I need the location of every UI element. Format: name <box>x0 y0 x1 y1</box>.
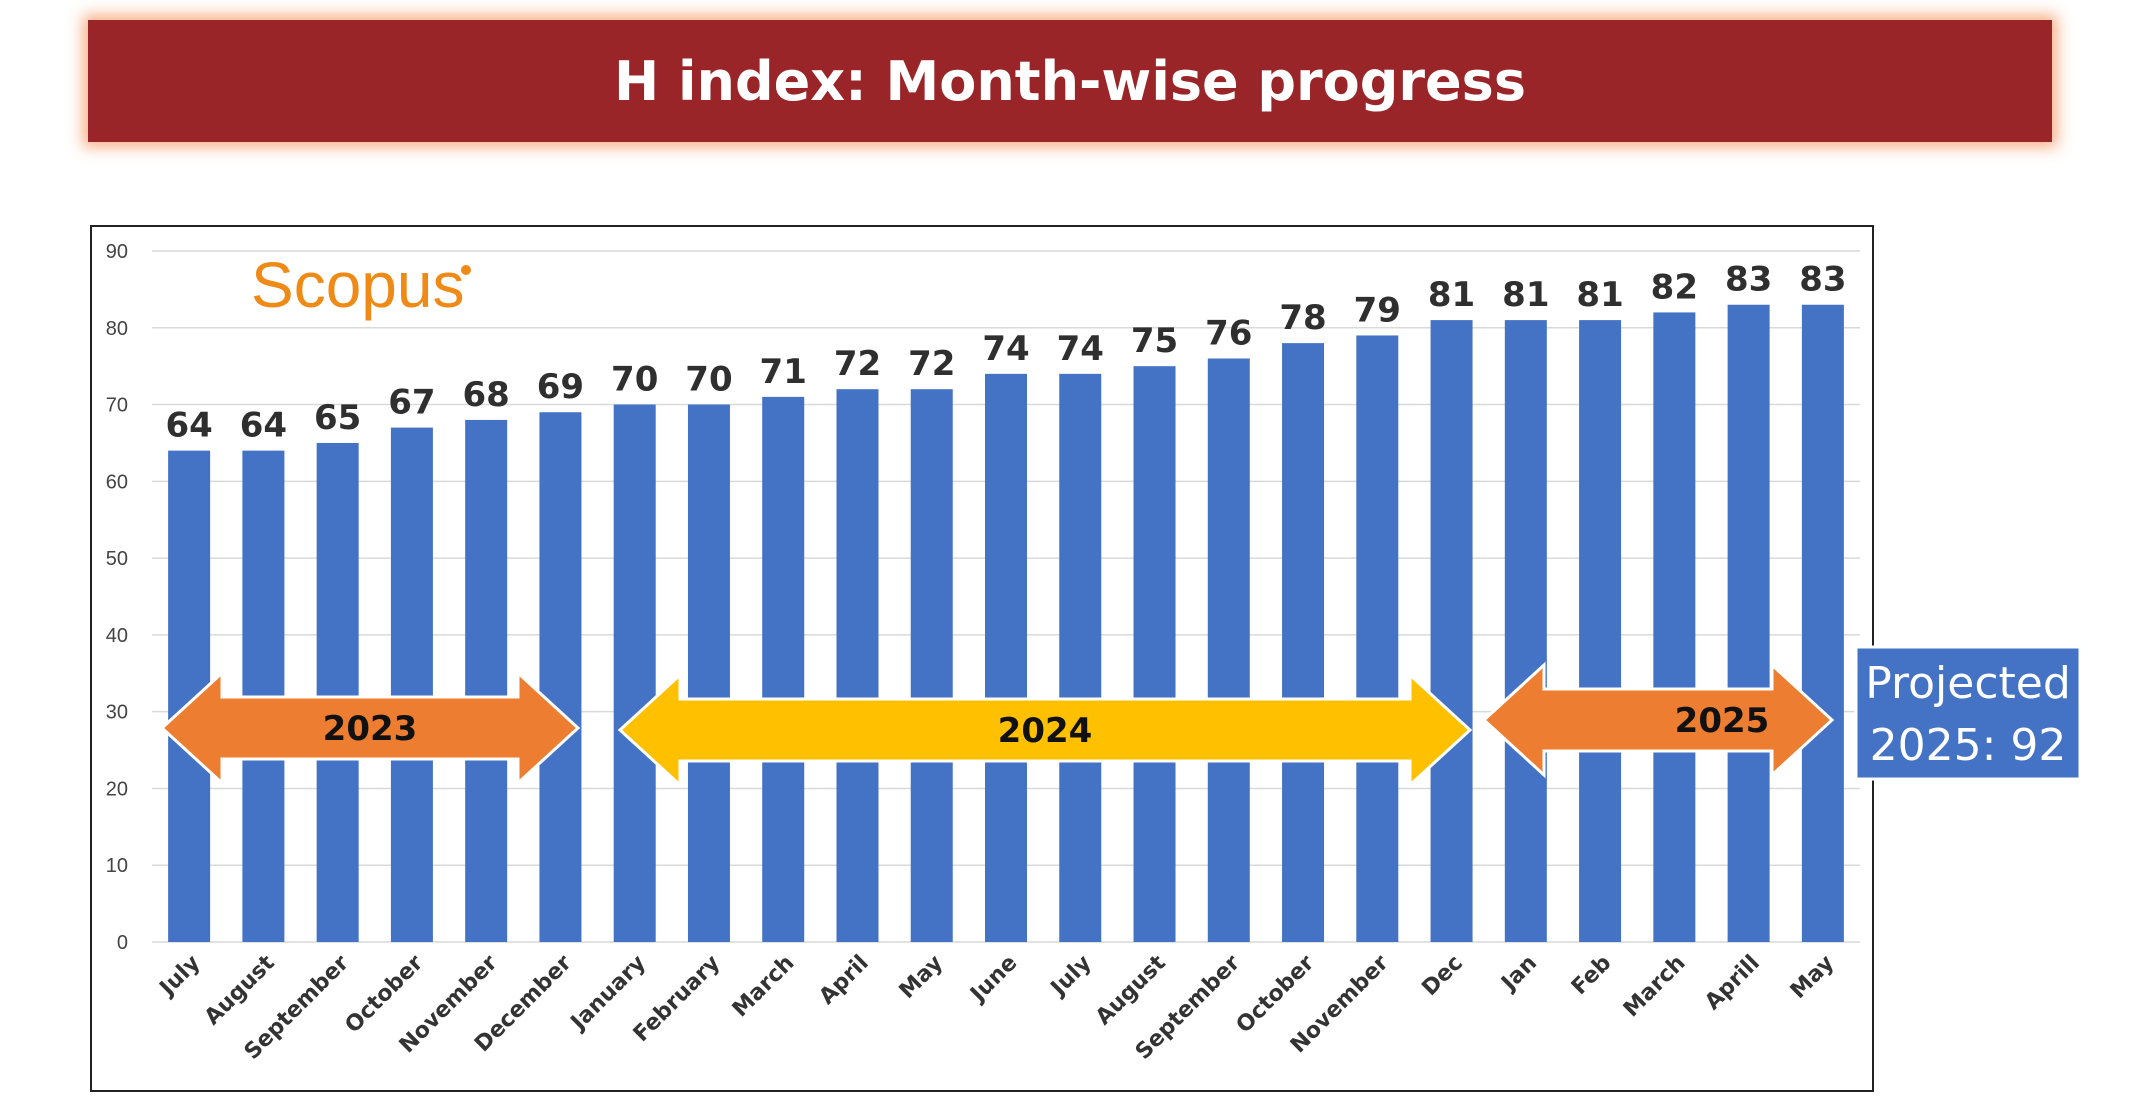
x-tick-label: March <box>728 951 800 1023</box>
y-tick-label: 60 <box>106 471 128 493</box>
y-tick-label: 70 <box>106 395 128 417</box>
x-tick-label: Aprill <box>1700 951 1765 1016</box>
bar <box>1801 304 1844 942</box>
bars-layer <box>168 304 1844 943</box>
x-tick-label: Jan <box>1496 951 1542 997</box>
data-label: 72 <box>908 344 955 384</box>
data-label: 83 <box>1725 260 1772 300</box>
bar <box>762 396 805 942</box>
y-tick-label: 20 <box>106 778 128 800</box>
y-tick-label: 10 <box>106 855 128 877</box>
projection-box-bg <box>1854 645 2082 781</box>
bar <box>1430 320 1473 943</box>
x-tick-label: Dec <box>1417 951 1467 1001</box>
bar <box>985 373 1027 942</box>
data-label: 81 <box>1576 275 1623 315</box>
data-label: 70 <box>611 360 658 400</box>
y-tick-label: 50 <box>106 548 128 570</box>
data-label: 64 <box>240 406 287 446</box>
data-label: 64 <box>165 406 212 446</box>
year-arrow-label: 2025 <box>1675 701 1770 741</box>
data-label: 74 <box>1057 329 1104 369</box>
data-label: 78 <box>1279 298 1326 338</box>
data-label: 74 <box>982 329 1029 369</box>
bar <box>910 389 953 942</box>
x-tick-label: Feb <box>1567 951 1616 1000</box>
x-tick-label: July <box>154 951 205 1002</box>
x-tick-label: March <box>1619 951 1691 1023</box>
year-arrow-2025 <box>1481 661 1835 779</box>
projection-box: Projected 2025: 92 <box>1854 645 2082 781</box>
data-label: 71 <box>760 352 807 392</box>
data-label: 72 <box>834 344 881 384</box>
bar <box>687 404 730 942</box>
y-tick-label: 40 <box>106 625 128 647</box>
bar <box>539 412 582 942</box>
bar <box>1356 335 1399 942</box>
bar <box>613 404 656 942</box>
bar <box>316 442 359 942</box>
bar <box>1504 320 1547 943</box>
y-tick-label: 0 <box>117 932 128 954</box>
chart-frame <box>90 225 1874 1092</box>
year-arrow-2023 <box>159 669 581 787</box>
data-label: 76 <box>1205 313 1252 353</box>
bar <box>836 389 879 942</box>
bar <box>465 419 508 942</box>
data-label: 75 <box>1131 321 1178 361</box>
year-arrow-2024 <box>617 671 1473 789</box>
bar <box>1653 312 1696 942</box>
y-tick-label: 90 <box>106 241 128 263</box>
bar <box>1059 373 1102 942</box>
projection-line-2: 2025: 92 <box>1870 720 2067 771</box>
data-label: 82 <box>1651 267 1698 307</box>
x-tick-label: April <box>815 951 874 1010</box>
projection-line-1: Projected <box>1865 658 2071 709</box>
data-label: 81 <box>1428 275 1475 315</box>
data-label: 81 <box>1502 275 1549 315</box>
x-tick-label: May <box>1786 951 1839 1004</box>
bar <box>390 427 433 943</box>
data-label: 68 <box>463 375 510 415</box>
arrows-layer: 2023 2024 2025 <box>159 661 1835 789</box>
data-label: 79 <box>1354 290 1401 330</box>
chart-title: H index: Month-wise progress <box>614 49 1526 113</box>
x-tick-label: May <box>895 951 948 1004</box>
scopus-logo: Scopus <box>251 249 464 321</box>
bar <box>1282 343 1325 943</box>
x-tick-label: June <box>965 951 1023 1009</box>
x-tick-label: July <box>1045 951 1096 1002</box>
year-arrow-label: 2023 <box>323 709 418 749</box>
data-label: 67 <box>388 383 435 423</box>
bar <box>1133 366 1176 943</box>
y-tick-label: 30 <box>106 702 128 724</box>
bar <box>1579 320 1622 943</box>
data-label: 65 <box>314 398 361 438</box>
data-label: 83 <box>1799 260 1846 300</box>
bar <box>1727 304 1770 942</box>
y-tick-label: 80 <box>106 318 128 340</box>
title-banner: H index: Month-wise progress <box>88 20 2052 142</box>
scopus-logo-dot <box>461 265 471 275</box>
bar <box>1207 358 1250 942</box>
data-label: 69 <box>537 367 584 407</box>
data-label: 70 <box>685 360 732 400</box>
year-arrow-label: 2024 <box>998 711 1093 751</box>
